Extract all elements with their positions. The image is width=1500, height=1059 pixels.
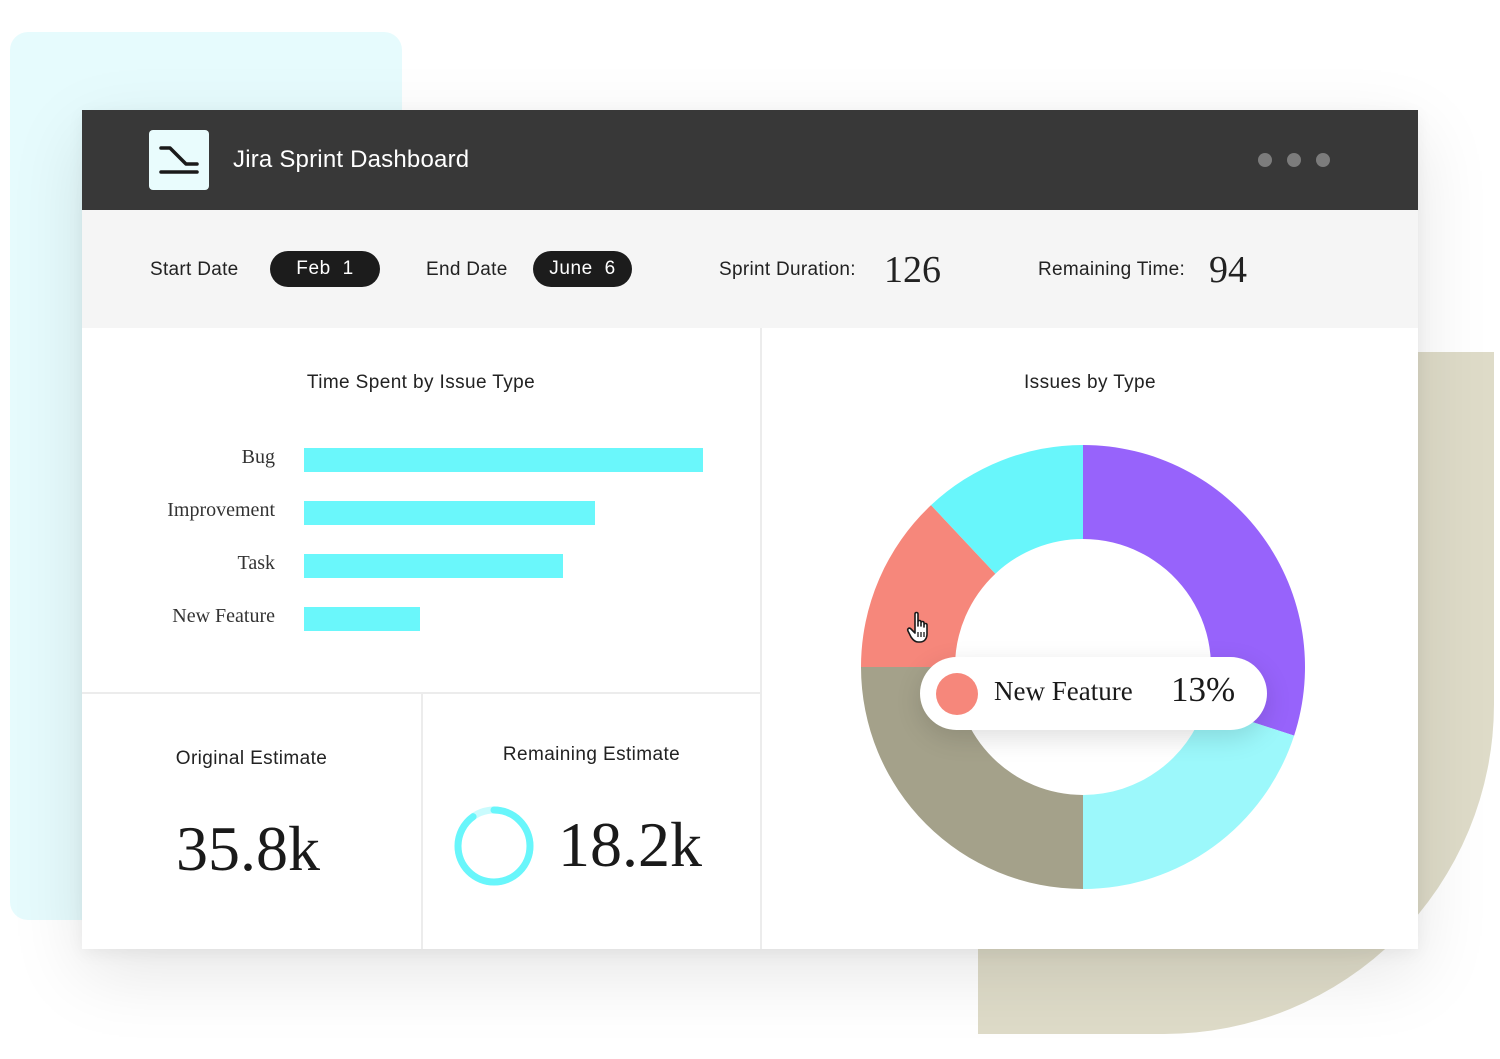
time-spent-title: Time Spent by Issue Type <box>306 372 536 393</box>
dashboard-window: Jira Sprint Dashboard Start Date End Dat… <box>82 110 1418 949</box>
start-date-picker[interactable]: Feb 1 <box>270 251 380 287</box>
menu-dot <box>1316 153 1330 167</box>
bar-label: Bug <box>241 446 275 468</box>
bar[interactable] <box>304 501 596 525</box>
title-bar: Jira Sprint Dashboard <box>82 110 1418 210</box>
remaining-estimate-progress <box>454 806 534 886</box>
tooltip-label: New Feature <box>994 676 1133 706</box>
sprint-duration-label: Sprint Duration: <box>719 259 856 280</box>
bar-label: Task <box>237 552 275 574</box>
original-estimate-value: 35.8k <box>176 813 320 884</box>
donut-slice[interactable] <box>931 445 1083 574</box>
app-title: Jira Sprint Dashboard <box>233 146 470 173</box>
sprint-toolbar: Start Date End Date Sprint Duration: 126… <box>82 210 1418 328</box>
sprint-line-icon <box>149 130 209 190</box>
hand-pointer-icon <box>906 610 940 651</box>
menu-dot <box>1258 153 1272 167</box>
issues-by-type-title: Issues by Type <box>1024 372 1156 393</box>
bar-label: New Feature <box>172 605 275 627</box>
tooltip-color-swatch <box>936 673 978 715</box>
bar-label: Improvement <box>167 499 275 521</box>
chart-tooltip: New Feature 13% <box>920 657 1267 730</box>
donut-slice[interactable] <box>861 505 996 667</box>
bar[interactable] <box>304 554 564 578</box>
original-estimate-title: Original Estimate <box>175 748 328 769</box>
panel-divider <box>82 692 760 694</box>
remaining-estimate-value: 18.2k <box>558 809 702 880</box>
bar[interactable] <box>304 607 420 631</box>
remaining-time-value: 94 <box>1209 249 1247 291</box>
tooltip-value: 13% <box>1171 670 1236 709</box>
remaining-time-label: Remaining Time: <box>1038 259 1186 280</box>
end-date-label: End Date <box>426 259 508 280</box>
donut-slice[interactable] <box>1083 706 1295 889</box>
remaining-estimate-title: Remaining Estimate <box>502 744 681 765</box>
more-dots-icon[interactable] <box>1258 153 1330 167</box>
panel-divider <box>760 328 762 949</box>
sprint-duration-value: 126 <box>884 249 941 291</box>
end-date-picker[interactable]: June 6 <box>533 251 632 287</box>
start-date-label: Start Date <box>150 259 239 280</box>
panel-divider <box>421 694 423 949</box>
remaining-estimate-ring <box>454 806 534 886</box>
donut-slice[interactable] <box>861 667 1083 889</box>
menu-dot <box>1287 153 1301 167</box>
bar[interactable] <box>304 448 703 472</box>
